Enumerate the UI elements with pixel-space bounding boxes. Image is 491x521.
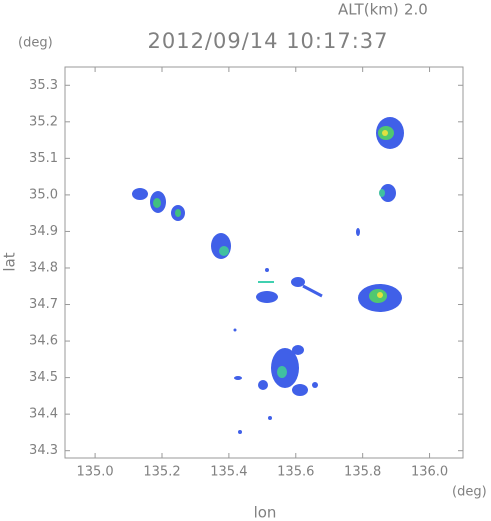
altitude-value: 2.0 <box>404 1 428 19</box>
y-tick-label: 34.8 <box>29 260 58 275</box>
x-tick-label: 135.8 <box>344 465 381 480</box>
y-tick-label: 35.0 <box>29 187 58 202</box>
plot-frame <box>64 66 464 459</box>
x-tick-label: 135.6 <box>277 465 314 480</box>
y-tick-label: 34.6 <box>29 334 58 349</box>
y-tick-label: 35.1 <box>29 151 58 166</box>
x-tick-label: 135.0 <box>76 465 113 480</box>
x-unit: (deg) <box>452 485 487 500</box>
y-axis-label: lat <box>1 252 19 271</box>
y-tick-label: 34.9 <box>29 224 58 239</box>
y-tick-label: 34.7 <box>29 297 58 312</box>
x-tick-label: 135.2 <box>143 465 180 480</box>
y-tick-label: 34.3 <box>29 443 58 458</box>
chart-title: 2012/09/14 10:17:37 <box>147 29 388 53</box>
y-tick-label: 34.5 <box>29 370 58 385</box>
y-tick-label: 35.2 <box>29 114 58 129</box>
x-tick-label: 136.0 <box>411 465 448 480</box>
y-tick-label: 34.4 <box>29 407 58 422</box>
x-tick-label: 135.4 <box>210 465 247 480</box>
x-axis-label: lon <box>254 504 277 521</box>
y-tick-label: 35.3 <box>29 78 58 93</box>
altitude-label: ALT(km) <box>338 1 399 19</box>
y-unit: (deg) <box>18 36 53 51</box>
radar-echoes <box>132 117 404 434</box>
